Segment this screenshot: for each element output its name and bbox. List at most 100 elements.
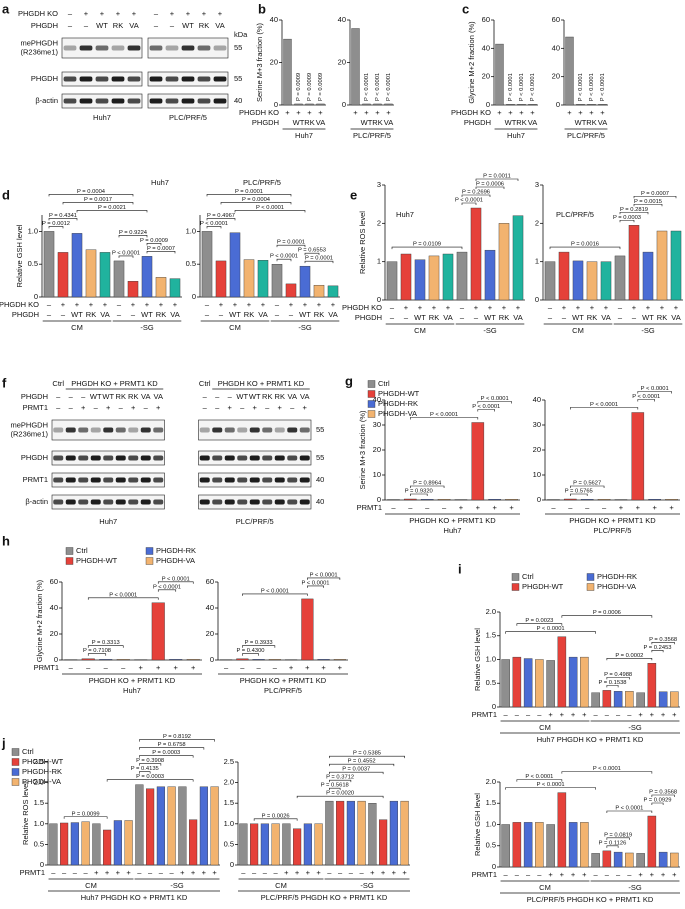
lane-label: WT bbox=[90, 392, 102, 401]
y-axis-label: Glycine M+2 fraction (%) bbox=[467, 21, 476, 104]
condition: VA bbox=[170, 310, 179, 319]
lane-label: – bbox=[69, 403, 74, 412]
y-tick-label: 0.5 bbox=[224, 839, 234, 848]
band bbox=[65, 499, 76, 505]
p-bracket bbox=[329, 787, 341, 791]
bar bbox=[169, 278, 181, 298]
band-label: mePHGDH bbox=[20, 38, 58, 47]
lane-label: – bbox=[203, 403, 208, 412]
condition: + bbox=[669, 503, 674, 512]
lane-label: – bbox=[56, 392, 61, 401]
legend-label: PHGDH-RK bbox=[597, 572, 637, 581]
legend-label: PHGDH-VA bbox=[156, 556, 195, 565]
p-value: P = 0.0015 bbox=[634, 199, 662, 205]
bar bbox=[517, 104, 526, 106]
row-label: PHGDH bbox=[464, 118, 491, 127]
condition: + bbox=[303, 300, 308, 309]
band bbox=[95, 76, 109, 82]
condition: + bbox=[318, 108, 323, 117]
group-label: -SG bbox=[360, 881, 374, 890]
lane-label: RK bbox=[116, 392, 126, 401]
bar bbox=[186, 659, 200, 661]
p-bracket bbox=[296, 795, 384, 799]
condition: + bbox=[650, 870, 655, 879]
bar bbox=[373, 103, 382, 106]
bar bbox=[282, 823, 291, 866]
band bbox=[237, 477, 248, 483]
group-label: CM bbox=[85, 881, 97, 890]
bar bbox=[127, 281, 139, 298]
y-tick-label: 0 bbox=[537, 495, 541, 504]
condition: + bbox=[370, 868, 375, 877]
y-tick-label: 10 bbox=[533, 470, 541, 479]
y-tick-label: 0 bbox=[377, 495, 381, 504]
condition: + bbox=[502, 303, 507, 312]
bar bbox=[313, 284, 325, 298]
band bbox=[78, 499, 89, 505]
condition: – bbox=[460, 313, 465, 322]
condition: – bbox=[275, 300, 280, 309]
legend-swatch bbox=[11, 748, 20, 756]
p-bracket bbox=[276, 258, 292, 262]
condition: + bbox=[233, 300, 238, 309]
p-value: P = 0.2696 bbox=[462, 190, 490, 196]
legend-label: Ctrl bbox=[378, 379, 390, 388]
bar bbox=[351, 28, 360, 106]
condition: + bbox=[672, 870, 677, 879]
bar bbox=[528, 104, 537, 106]
condition: + bbox=[582, 710, 587, 719]
bar bbox=[271, 823, 280, 866]
y-tick-label: 0.5 bbox=[28, 259, 38, 268]
legend-swatch bbox=[145, 547, 154, 555]
condition: + bbox=[364, 108, 369, 117]
band bbox=[197, 98, 211, 104]
group-label: -SG bbox=[483, 326, 497, 335]
bar bbox=[631, 412, 645, 501]
band bbox=[213, 98, 227, 104]
lane-label: – bbox=[228, 392, 233, 401]
row-label: PHGDH KO bbox=[342, 303, 382, 312]
group-label: Ctrl bbox=[52, 379, 64, 388]
row-label: PHGDH KO bbox=[451, 108, 491, 117]
y-tick-label: 20 bbox=[552, 72, 560, 81]
y-tick-label: 0 bbox=[492, 702, 496, 711]
p-bracket bbox=[304, 260, 334, 264]
condition: + bbox=[509, 503, 514, 512]
condition: – bbox=[86, 663, 91, 672]
condition: – bbox=[338, 868, 343, 877]
band bbox=[111, 98, 125, 104]
bar bbox=[523, 658, 533, 708]
axes-title: PLC/PRF/5 bbox=[243, 178, 281, 187]
condition: – bbox=[390, 303, 395, 312]
legend-label: PHGDH-WT bbox=[76, 556, 118, 565]
y-tick-label: 1.5 bbox=[224, 798, 234, 807]
y-tick-label: 0 bbox=[535, 295, 539, 304]
p-value: P < 0.0001 bbox=[590, 402, 618, 408]
bar bbox=[670, 691, 679, 708]
condition: – bbox=[568, 503, 573, 512]
p-bracket bbox=[118, 235, 148, 238]
bar bbox=[135, 784, 144, 866]
lane-label: WT bbox=[96, 21, 108, 30]
band bbox=[224, 455, 235, 461]
condition: – bbox=[605, 870, 610, 879]
p-bracket bbox=[146, 243, 162, 246]
band-label: PHGDH bbox=[31, 74, 58, 83]
y-tick-label: 3 bbox=[535, 180, 539, 189]
p-value: P < 0.0001 bbox=[632, 394, 660, 400]
bar bbox=[613, 691, 623, 708]
lane-label: + bbox=[186, 9, 191, 18]
p-bracket bbox=[220, 202, 292, 205]
bar bbox=[512, 822, 522, 868]
group-label: -SG bbox=[628, 883, 642, 892]
condition: + bbox=[116, 868, 121, 877]
cell-line: Huh7 bbox=[99, 517, 117, 526]
condition: + bbox=[316, 868, 321, 877]
y-tick-label: 1.0 bbox=[486, 819, 496, 828]
condition: VA bbox=[384, 118, 393, 127]
row-label: PRMT1 bbox=[357, 503, 382, 512]
y-tick-label: 30 bbox=[373, 420, 381, 429]
legend-label: PHGDH-WT bbox=[22, 757, 64, 766]
p-value: P < 0.0001 bbox=[472, 404, 500, 410]
y-tick-label: 2 bbox=[535, 218, 539, 227]
